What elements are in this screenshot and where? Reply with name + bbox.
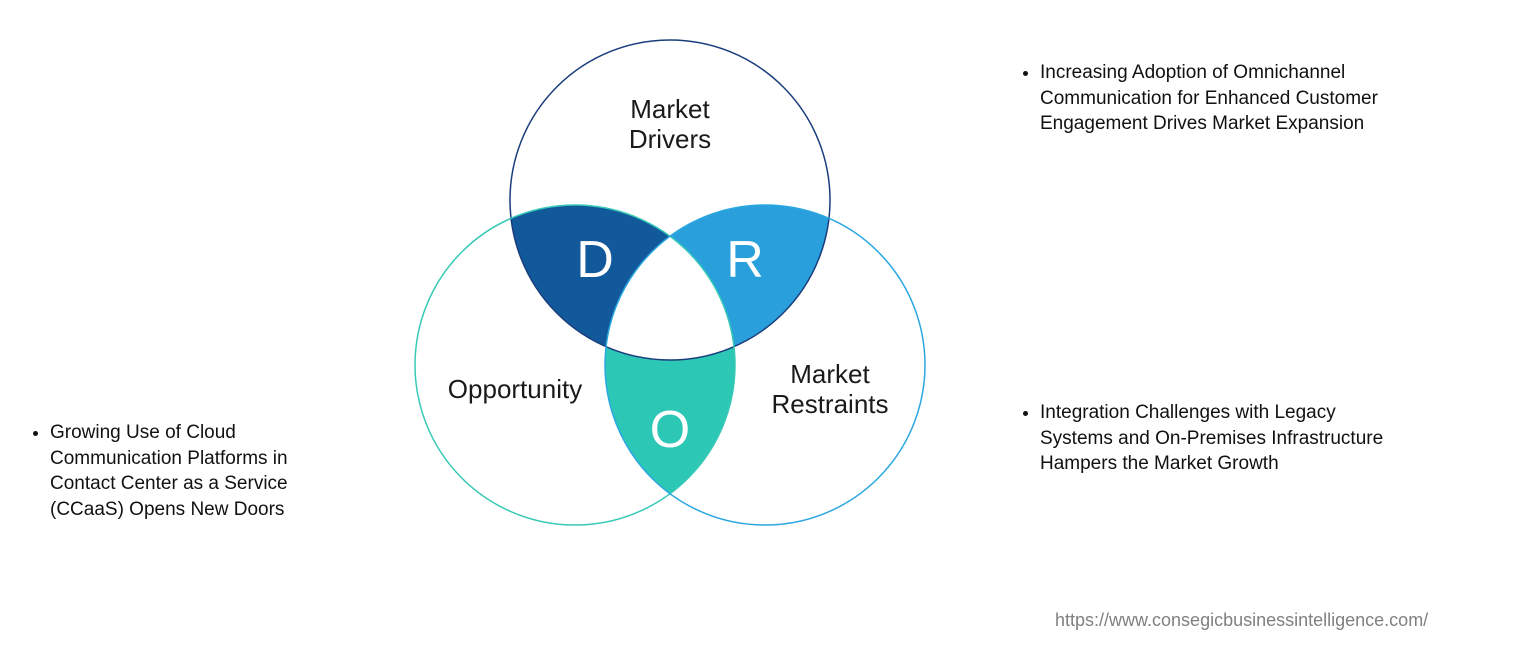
venn-diagram: MarketDrivers Opportunity MarketRestrain… <box>370 30 970 590</box>
bullet-opportunity-text: Growing Use of Cloud Communication Platf… <box>50 420 340 523</box>
bullet-restraints-text: Integration Challenges with Legacy Syste… <box>1040 400 1390 477</box>
label-opportunity: Opportunity <box>425 375 605 405</box>
letter-o: O <box>640 400 700 460</box>
label-market-drivers: MarketDrivers <box>600 95 740 155</box>
infographic-stage: MarketDrivers Opportunity MarketRestrain… <box>0 0 1515 660</box>
source-url: https://www.consegicbusinessintelligence… <box>1055 610 1428 631</box>
letter-d: D <box>565 230 625 290</box>
bullet-restraints: Integration Challenges with Legacy Syste… <box>1020 400 1390 485</box>
bullet-drivers: Increasing Adoption of Omnichannel Commu… <box>1020 60 1390 145</box>
label-market-restraints: MarketRestraints <box>745 360 915 420</box>
bullet-drivers-text: Increasing Adoption of Omnichannel Commu… <box>1040 60 1390 137</box>
bullet-opportunity: Growing Use of Cloud Communication Platf… <box>30 420 340 531</box>
letter-r: R <box>715 230 775 290</box>
